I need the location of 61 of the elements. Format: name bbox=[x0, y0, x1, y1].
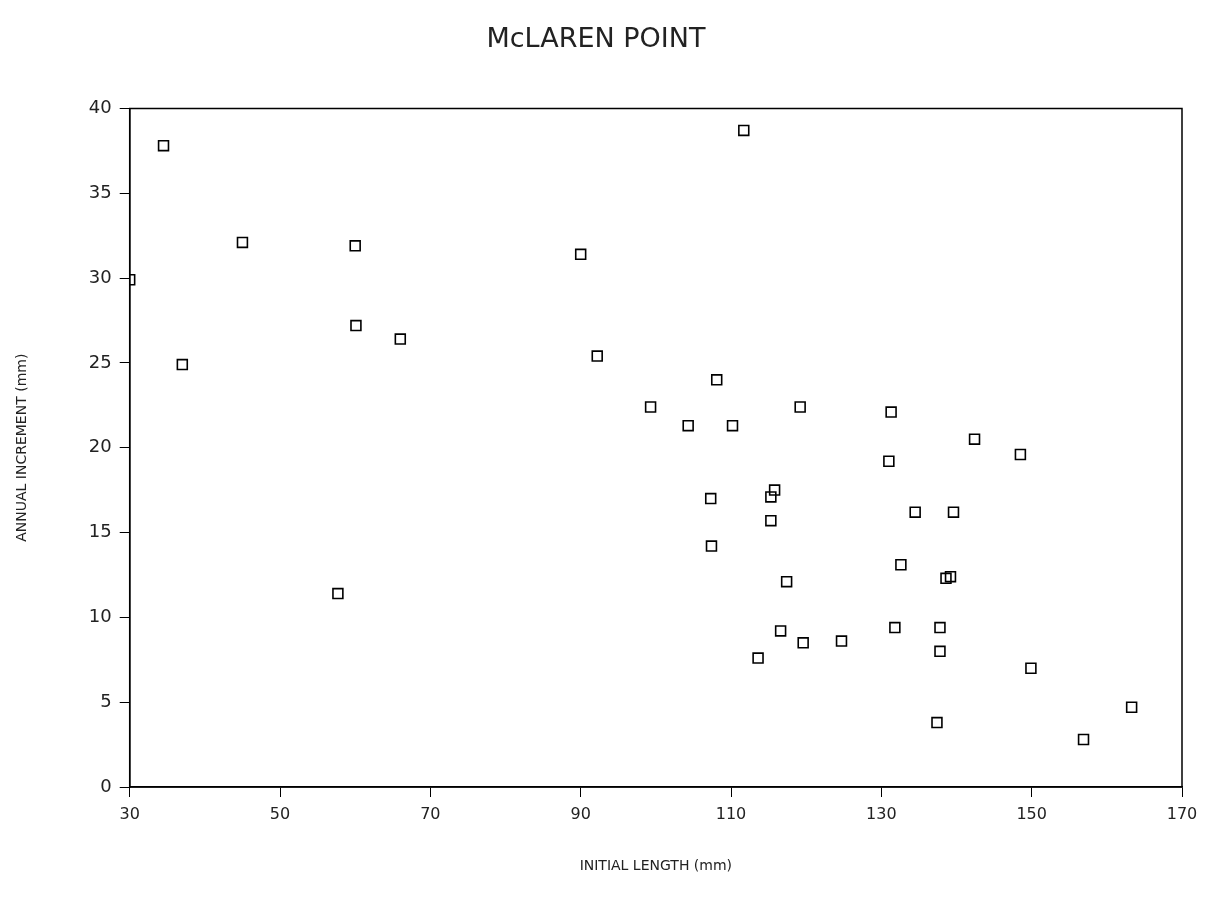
point bbox=[835, 635, 848, 647]
y-tick-label: 10 bbox=[88, 605, 112, 627]
point bbox=[768, 484, 781, 496]
y-tick-label: 20 bbox=[88, 435, 112, 457]
y-tick-label: 35 bbox=[88, 180, 112, 202]
point bbox=[909, 506, 921, 518]
point bbox=[889, 621, 901, 634]
point bbox=[883, 455, 895, 468]
point bbox=[944, 570, 957, 583]
point bbox=[726, 419, 739, 432]
point bbox=[710, 374, 723, 386]
x-tick-label: 50 bbox=[269, 803, 291, 823]
y-tick-label: 0 bbox=[100, 774, 112, 796]
y-tick-label: 15 bbox=[88, 520, 112, 542]
point bbox=[704, 492, 717, 505]
point bbox=[591, 350, 603, 362]
x-tick-label: 90 bbox=[570, 803, 591, 823]
point bbox=[765, 491, 777, 503]
point bbox=[780, 575, 793, 588]
y-tick-label: 30 bbox=[88, 265, 112, 287]
point bbox=[394, 333, 407, 345]
point bbox=[934, 645, 946, 658]
x-axis-title: INITIAL LENGTH (mm) bbox=[579, 857, 733, 874]
point bbox=[940, 572, 952, 585]
point bbox=[752, 652, 764, 664]
point bbox=[682, 419, 694, 432]
point bbox=[1125, 701, 1138, 714]
x-tick-label: 130 bbox=[866, 803, 897, 823]
y-tick-label: 40 bbox=[88, 96, 112, 118]
chart-title: McLAREN POINT bbox=[486, 22, 707, 54]
point bbox=[794, 401, 806, 413]
point bbox=[738, 124, 750, 137]
x-tick-label: 70 bbox=[420, 803, 441, 823]
y-tick-label: 5 bbox=[100, 689, 112, 711]
point bbox=[797, 637, 809, 649]
point bbox=[765, 514, 777, 527]
point bbox=[1025, 662, 1037, 674]
x-tick-label: 110 bbox=[715, 803, 747, 823]
point bbox=[705, 540, 718, 552]
point bbox=[350, 319, 362, 332]
y-axis-title: ANNUAL INCREMENT (mm) bbox=[13, 353, 30, 542]
point bbox=[236, 236, 249, 249]
point bbox=[968, 433, 981, 445]
point bbox=[157, 139, 170, 152]
point bbox=[885, 406, 897, 418]
point bbox=[332, 587, 344, 600]
point bbox=[176, 358, 189, 371]
point bbox=[1077, 733, 1090, 746]
point bbox=[931, 716, 943, 729]
point bbox=[774, 625, 787, 637]
point bbox=[947, 506, 960, 518]
x-tick-label: 30 bbox=[119, 803, 140, 823]
x-tick-label: 170 bbox=[1166, 803, 1198, 823]
point bbox=[574, 248, 587, 261]
point bbox=[934, 621, 946, 634]
x-tick-label: 150 bbox=[1016, 803, 1047, 823]
point bbox=[1014, 448, 1027, 461]
point bbox=[895, 559, 907, 571]
point bbox=[644, 401, 657, 413]
y-tick-label: 25 bbox=[88, 350, 112, 372]
point bbox=[349, 240, 361, 252]
